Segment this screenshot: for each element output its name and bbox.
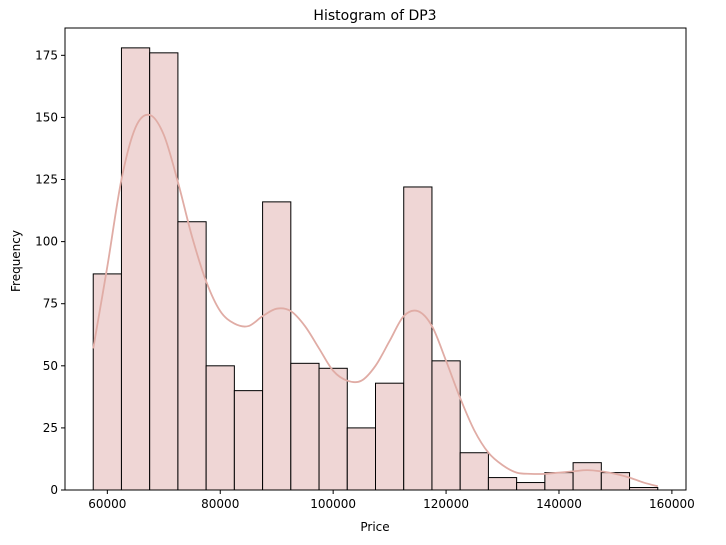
histogram-bar [120,47,151,491]
histogram-bar [600,472,631,491]
histogram-bar [262,201,292,491]
histogram-bar [431,360,461,491]
histogram-bar [487,477,518,491]
y-tick-label: 100 [35,235,58,249]
y-tick-label: 175 [35,48,58,62]
x-axis-label: Price [360,520,389,534]
histogram-bar [403,186,433,491]
y-tick-label: 0 [50,483,58,497]
x-tick-label: 60000 [88,497,126,511]
histogram-bar [544,472,574,491]
histogram-bar [149,52,179,491]
histogram-bar [375,382,405,491]
x-tick-label: 160000 [649,497,695,511]
histogram-bar [516,482,546,491]
histogram-bar [92,273,122,491]
x-axis-ticks: 60000 80000 100000 120000 140000 160000 [88,490,695,511]
histogram-bar [205,365,235,491]
y-tick-label: 150 [35,110,58,124]
y-tick-label: 125 [35,173,58,187]
kde-curve [92,113,659,488]
histogram-bar [572,462,602,491]
y-tick-label: 75 [43,297,58,311]
histogram-bar [233,390,264,491]
histogram-bar [459,452,489,491]
y-axis-label: Frequency [9,230,23,292]
x-tick-label: 80000 [201,497,239,511]
x-tick-label: 120000 [423,497,469,511]
x-tick-label: 100000 [310,497,356,511]
histogram-bars [92,47,659,491]
chart-title: Histogram of DP3 [313,8,436,24]
plot-frame [64,27,687,491]
x-tick-label: 140000 [536,497,582,511]
histogram-bar [290,362,320,491]
histogram-bar [318,367,348,491]
y-axis-ticks: 0 25 50 75 100 125 150 175 [35,48,65,497]
histogram-bar [177,221,207,491]
y-tick-label: 50 [43,359,58,373]
kde-curve-group [92,113,659,488]
histogram-bar [346,427,377,491]
y-tick-label: 25 [43,421,58,435]
